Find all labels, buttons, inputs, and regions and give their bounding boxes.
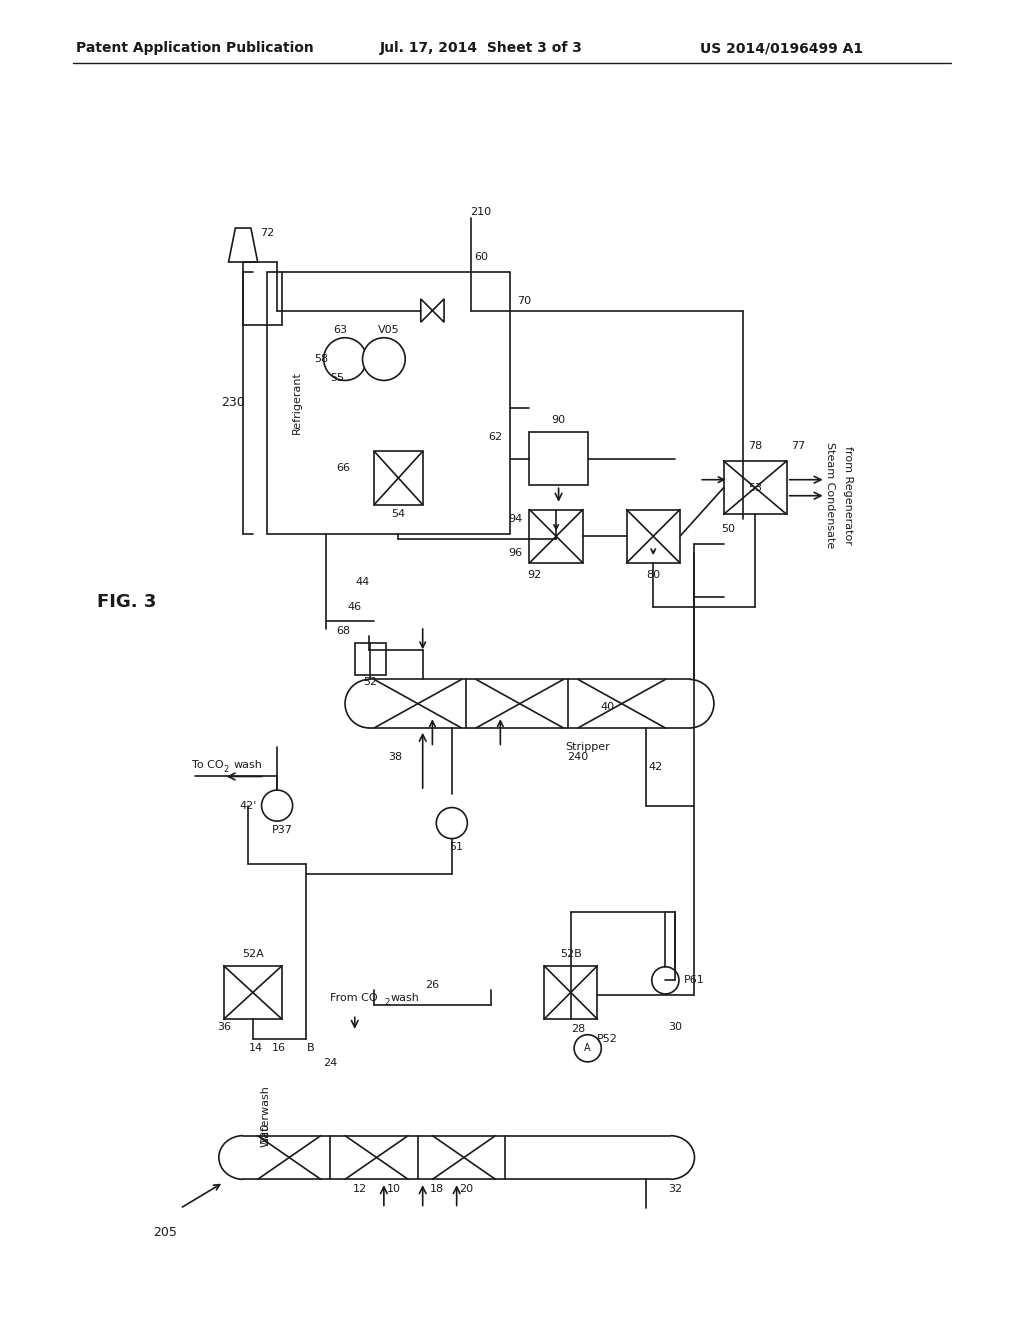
Circle shape	[574, 1035, 601, 1061]
Text: 44: 44	[355, 577, 370, 587]
Text: from Regenerator: from Regenerator	[843, 446, 853, 544]
Text: 96: 96	[508, 548, 522, 558]
Text: V05: V05	[378, 325, 399, 335]
Text: 16: 16	[272, 1043, 286, 1053]
Text: 70: 70	[517, 296, 531, 306]
Text: 28: 28	[571, 1024, 585, 1034]
Text: 53: 53	[749, 483, 762, 492]
Text: 26: 26	[425, 981, 439, 990]
Text: 58: 58	[313, 354, 328, 364]
Text: 80: 80	[646, 569, 660, 579]
Text: P52: P52	[597, 1034, 617, 1044]
Text: 42': 42'	[240, 801, 257, 810]
Text: To CO: To CO	[193, 760, 223, 770]
Bar	[627, 510, 680, 562]
Text: 2: 2	[223, 766, 228, 775]
Text: From CO: From CO	[331, 993, 378, 1003]
Text: wash: wash	[391, 993, 420, 1003]
Text: 66: 66	[336, 463, 350, 473]
Text: 230: 230	[221, 396, 246, 409]
Text: 205: 205	[154, 1226, 177, 1239]
Bar	[354, 643, 386, 675]
Text: 20: 20	[460, 1184, 473, 1195]
Text: 2: 2	[385, 998, 390, 1007]
Text: 90: 90	[552, 416, 565, 425]
Circle shape	[261, 791, 293, 821]
Text: 60: 60	[474, 252, 488, 263]
Text: wash: wash	[233, 760, 262, 770]
Text: Waterwash: Waterwash	[260, 1085, 270, 1147]
Text: 94: 94	[508, 515, 522, 524]
Text: Patent Application Publication: Patent Application Publication	[76, 41, 313, 55]
Text: 38: 38	[388, 752, 402, 762]
Text: B: B	[307, 1043, 314, 1053]
Bar	[544, 966, 597, 1019]
Text: 32: 32	[668, 1184, 682, 1195]
Text: P61: P61	[684, 975, 705, 985]
Text: A: A	[585, 1043, 591, 1053]
Text: 30: 30	[668, 1022, 682, 1032]
Text: 14: 14	[249, 1043, 263, 1053]
Text: 63: 63	[333, 325, 347, 335]
Text: 40: 40	[600, 702, 614, 711]
Circle shape	[652, 966, 679, 994]
Text: FIG. 3: FIG. 3	[97, 593, 157, 611]
Text: P37: P37	[271, 825, 293, 834]
Text: 210: 210	[470, 206, 492, 216]
Text: 78: 78	[749, 441, 762, 451]
Text: 55: 55	[331, 374, 344, 384]
Text: 240: 240	[567, 752, 589, 762]
Text: 42: 42	[648, 762, 663, 772]
Circle shape	[324, 338, 367, 380]
Text: 51: 51	[450, 842, 464, 853]
Text: 77: 77	[792, 441, 806, 451]
Text: 92: 92	[527, 569, 542, 579]
Text: 12: 12	[352, 1184, 367, 1195]
Text: 220: 220	[260, 1123, 270, 1144]
Text: 52B: 52B	[560, 949, 582, 960]
Circle shape	[436, 808, 467, 838]
Text: 36: 36	[217, 1022, 230, 1032]
Text: Steam Condensate: Steam Condensate	[825, 442, 836, 548]
Text: 62: 62	[488, 432, 503, 442]
Text: 10: 10	[387, 1184, 400, 1195]
Text: 52: 52	[364, 677, 377, 688]
Text: Stripper: Stripper	[565, 742, 610, 752]
Text: 18: 18	[430, 1184, 444, 1195]
Text: 54: 54	[391, 510, 406, 519]
Bar	[529, 510, 583, 562]
Bar	[724, 461, 786, 515]
Text: Jul. 17, 2014  Sheet 3 of 3: Jul. 17, 2014 Sheet 3 of 3	[380, 41, 583, 55]
Text: 72: 72	[260, 228, 274, 238]
Text: 46: 46	[348, 602, 361, 611]
Bar	[267, 272, 510, 533]
Bar	[374, 451, 423, 504]
Bar	[529, 432, 588, 486]
Text: US 2014/0196499 A1: US 2014/0196499 A1	[700, 41, 863, 55]
Text: 52A: 52A	[242, 949, 264, 960]
Text: 50: 50	[722, 524, 735, 535]
Circle shape	[362, 338, 406, 380]
Bar	[223, 966, 282, 1019]
Text: Refrigerant: Refrigerant	[292, 371, 301, 434]
Text: 68: 68	[336, 626, 350, 636]
Text: 24: 24	[324, 1057, 338, 1068]
